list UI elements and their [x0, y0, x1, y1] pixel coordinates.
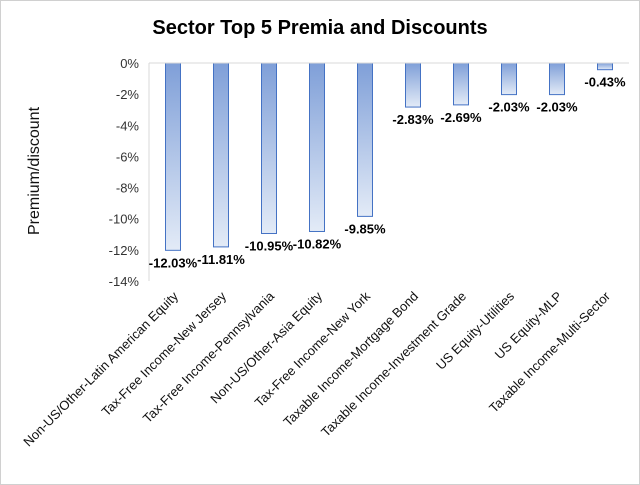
y-tick-label: -2%	[116, 87, 140, 102]
bar	[357, 62, 373, 217]
data-label: -10.95%	[245, 239, 294, 254]
y-tick-label: -4%	[116, 118, 140, 133]
data-labels: -12.03% -11.81%-10.95% -10.82%-9.85% -2.83%…	[149, 75, 626, 271]
bar	[405, 62, 421, 108]
bar	[453, 62, 469, 106]
chart-title: Sector Top 5 Premia and Discounts	[152, 17, 488, 39]
bar	[501, 62, 517, 96]
y-tick-label: -10%	[109, 212, 140, 227]
data-label: -11.81%	[197, 252, 245, 267]
data-label: -0.43%	[584, 75, 626, 90]
y-tick-label: 0%	[120, 56, 139, 71]
bar	[261, 62, 277, 235]
bar	[165, 62, 181, 251]
bar	[597, 62, 613, 71]
bar	[309, 62, 325, 232]
bars	[165, 62, 613, 251]
y-tick-label: -12%	[109, 243, 140, 258]
data-label: -2.69%	[440, 110, 482, 125]
bar	[213, 62, 229, 248]
y-axis-title: Premium/discount	[26, 106, 43, 235]
data-label: -9.85%	[344, 221, 386, 236]
bar	[549, 62, 565, 96]
data-label: -12.03%	[149, 255, 198, 270]
y-tick-label: -6%	[116, 149, 140, 164]
data-label: -2.03%	[536, 100, 578, 115]
y-tick-label: -8%	[116, 181, 140, 196]
data-label: -2.03%	[488, 100, 530, 115]
y-tick-label: -14%	[109, 274, 140, 289]
data-label: -2.83%	[392, 112, 434, 127]
category-labels: Non-US/Other-Latin American EquityTax-Fr…	[20, 288, 613, 449]
data-label: -10.82%	[293, 236, 342, 251]
y-axis: 0% -2% -4% -6% -8% -10% -12% -14%	[109, 56, 150, 289]
